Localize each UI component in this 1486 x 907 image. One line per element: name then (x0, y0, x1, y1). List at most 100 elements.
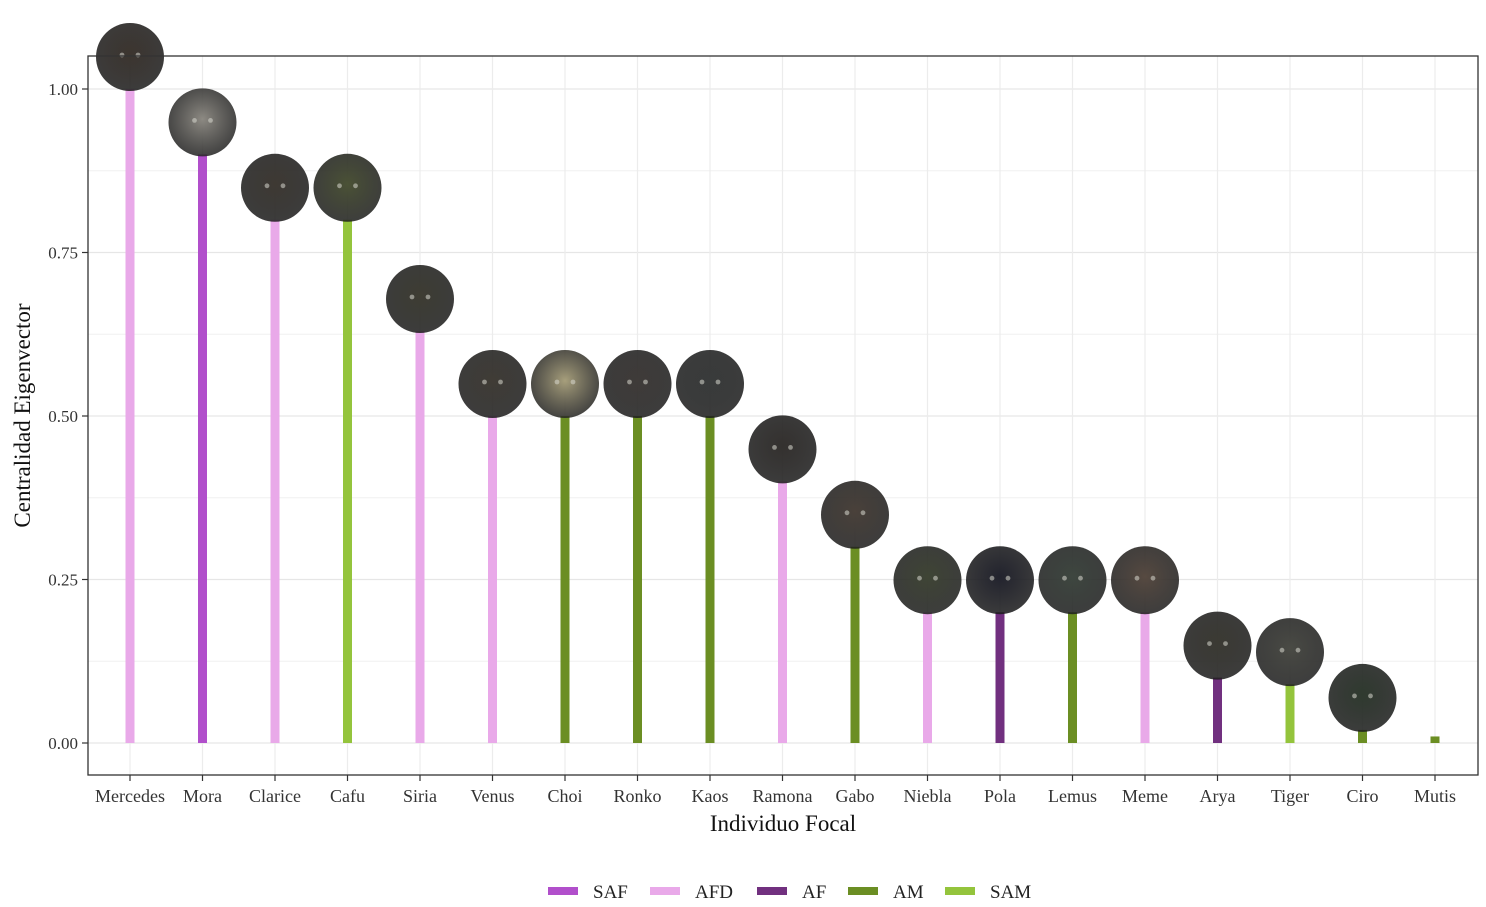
photo-marker-ramona (748, 415, 817, 484)
eye-icon (1223, 641, 1228, 646)
bar-tiger (1285, 684, 1295, 743)
eye-icon (1062, 575, 1067, 581)
bar-clarice (270, 219, 280, 744)
monkey-portrait-icon (96, 23, 164, 91)
bar-choi (560, 416, 570, 743)
legend-label: SAF (593, 882, 628, 903)
monkey-portrait-icon (1328, 663, 1397, 732)
eye-icon (337, 183, 342, 189)
legend-label: AM (893, 882, 924, 903)
legend-item-am: AM (848, 882, 924, 903)
eye-icon (860, 510, 866, 516)
eye-icon (482, 379, 487, 385)
x-tick-label: Venus (471, 786, 515, 806)
eye-icon (353, 183, 358, 189)
x-tick-label: Ronko (613, 786, 661, 806)
photo-marker-tiger (1256, 618, 1324, 687)
x-tick-label: Gabo (836, 786, 875, 806)
bar-mora (198, 154, 207, 743)
y-tick-label: 1.00 (48, 80, 78, 99)
eye-icon (135, 52, 141, 58)
monkey-portrait-icon (1111, 546, 1179, 615)
x-tick-label: Ramona (753, 786, 813, 806)
y-tick-label: 0.00 (48, 734, 78, 753)
y-tick-label: 0.50 (48, 407, 78, 426)
eye-icon (1295, 647, 1301, 653)
eye-icon (119, 52, 125, 58)
bar-ciro (1358, 729, 1367, 743)
bar-siria (415, 330, 425, 743)
bar-ronko (633, 416, 642, 743)
x-tick-label: Mora (183, 786, 222, 806)
eye-icon (498, 379, 503, 385)
monkey-portrait-icon (386, 264, 454, 333)
monkey-portrait-icon (603, 350, 672, 418)
x-tick-label: Siria (403, 786, 437, 806)
x-tick-label: Lemus (1048, 786, 1097, 806)
bar-kaos (705, 416, 715, 743)
photo-marker-pola (966, 546, 1034, 615)
x-tick-label: Meme (1122, 786, 1168, 806)
y-axis-title: Centralidad Eigenvector (10, 303, 35, 528)
eye-icon (1150, 575, 1156, 581)
eye-icon (933, 575, 938, 581)
photo-marker-meme (1111, 546, 1179, 615)
photo-marker-ciro (1328, 663, 1397, 732)
photo-marker-ronko (603, 350, 672, 418)
monkey-portrait-icon (241, 153, 309, 222)
bar-layer (125, 89, 1440, 744)
legend-swatch (848, 887, 878, 895)
monkey-portrait-icon (458, 350, 527, 418)
photo-marker-niebla (893, 546, 962, 615)
legend-swatch (945, 887, 975, 895)
monkey-portrait-icon (966, 546, 1034, 615)
eye-icon (570, 379, 576, 385)
eye-icon (1352, 693, 1357, 699)
monkey-portrait-icon (1256, 618, 1324, 687)
legend-item-afd: AFD (650, 882, 733, 903)
x-tick-label: Ciro (1346, 786, 1378, 806)
photo-marker-cafu (313, 153, 382, 222)
x-tick-label: Pola (984, 786, 1016, 806)
bar-lemus (1068, 612, 1077, 743)
monkey-portrait-icon (1183, 611, 1252, 680)
x-tick-label: Cafu (330, 786, 365, 806)
bar-niebla (923, 612, 932, 743)
bar-cafu (343, 219, 352, 744)
legend-swatch (650, 887, 680, 895)
monkey-portrait-icon (313, 153, 382, 222)
eye-icon (554, 379, 560, 385)
eye-icon (844, 510, 850, 516)
bar-pola (995, 612, 1005, 743)
bar-meme (1140, 612, 1150, 743)
photo-marker-siria (386, 264, 454, 333)
monkey-portrait-icon (748, 415, 817, 484)
bar-ramona (778, 481, 787, 743)
monkey-portrait-icon (676, 350, 744, 418)
x-tick-label: Kaos (692, 786, 729, 806)
legend-label: AFD (695, 882, 733, 903)
legend-item-sam: SAM (945, 882, 1031, 903)
monkey-portrait-icon (821, 480, 889, 549)
monkey-portrait-icon (168, 88, 237, 157)
photo-marker-gabo (821, 480, 889, 549)
monkey-portrait-icon (893, 546, 962, 615)
eye-icon (1134, 575, 1140, 581)
bar-mercedes (125, 89, 135, 743)
eye-icon (409, 294, 415, 300)
y-tick-label: 0.75 (48, 244, 78, 263)
photo-marker-mercedes (96, 23, 164, 91)
bar-mutis (1430, 736, 1440, 743)
photo-marker-lemus (1038, 546, 1107, 615)
x-tick-label: Tiger (1271, 786, 1309, 806)
eye-icon (425, 294, 431, 300)
photo-marker-kaos (676, 350, 744, 418)
axis-layer: 0.00 0.25 0.50 0.75 1.00 Mercedes Mora Clarice C… (48, 80, 1456, 806)
eye-icon (788, 445, 793, 450)
eye-icon (1207, 641, 1212, 646)
photo-marker-venus (458, 350, 527, 418)
bar-gabo (850, 546, 860, 743)
bar-venus (488, 416, 497, 743)
